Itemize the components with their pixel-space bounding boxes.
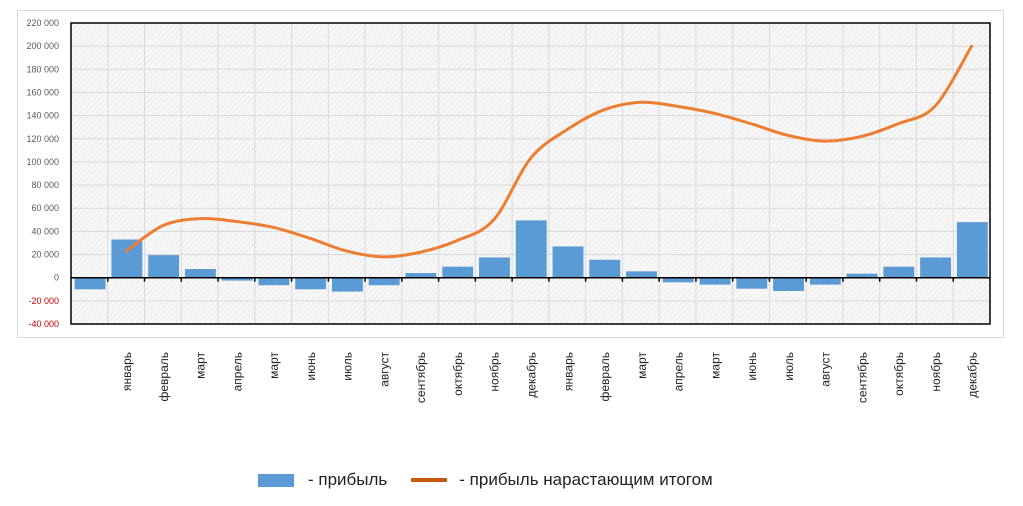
x-tick-label: декабрь	[966, 352, 980, 398]
x-tick-label: декабрь	[525, 352, 539, 398]
plot-border	[70, 22, 991, 325]
y-tick-label: 20 000	[31, 250, 59, 260]
profit-bar	[809, 277, 841, 285]
profit-bar	[258, 277, 290, 286]
y-tick-label: 220 000	[26, 18, 59, 28]
profit-bar	[515, 220, 547, 278]
y-tick-label: 160 000	[26, 87, 59, 97]
y-tick-label: 40 000	[31, 226, 59, 236]
cumulative-profit-line	[124, 44, 974, 259]
x-tick-label: апрель	[672, 352, 686, 391]
legend: - прибыль - прибыль нарастающим итогом	[258, 470, 713, 490]
y-tick-label: -40 000	[28, 319, 59, 329]
x-tick-label: январь	[561, 352, 575, 391]
x-tick-label: ноябрь	[929, 352, 943, 392]
x-tick-label: сентябрь	[855, 352, 869, 403]
x-tick-label: сентябрь	[414, 352, 428, 403]
x-tick-label: январь	[120, 352, 134, 391]
plot-area	[71, 23, 990, 324]
profit-bar	[479, 257, 510, 278]
profit-bar	[368, 277, 400, 286]
profit-bar	[956, 222, 988, 278]
x-tick-label: апрель	[230, 352, 244, 391]
line-swatch-icon	[411, 478, 448, 482]
x-tick-label: март	[708, 352, 722, 379]
profit-bar	[295, 277, 327, 290]
profit-bar	[736, 277, 768, 289]
y-tick-label: 200 000	[26, 41, 59, 51]
profit-bar	[442, 266, 474, 278]
profit-bars	[74, 220, 988, 292]
y-tick-label: 120 000	[26, 134, 59, 144]
profit-bar	[74, 277, 106, 290]
bar-swatch-icon	[258, 473, 294, 487]
legend-label-cumulative: - прибыль нарастающим итогом	[459, 470, 713, 489]
x-axis-labels: январь февраль март апрель март июнь июль авгус…	[120, 352, 979, 404]
combo-chart: 220 000 200 000 180 000 160 000 140 000 120 0…	[26, 18, 991, 404]
profit-bar	[589, 259, 621, 278]
cumulative-line	[124, 44, 974, 259]
y-tick-label: 100 000	[26, 157, 59, 167]
profit-bar	[920, 257, 952, 278]
x-tick-label: июль	[341, 352, 355, 381]
profit-bar	[111, 239, 143, 278]
x-tick-label: февраль	[598, 352, 612, 402]
x-tick-label: март	[194, 352, 208, 379]
profit-bar	[331, 277, 363, 292]
profit-bar	[221, 277, 253, 281]
y-axis: 220 000 200 000 180 000 160 000 140 000 120 0…	[26, 18, 59, 329]
x-tick-label: октябрь	[451, 352, 465, 396]
x-axis	[71, 276, 990, 282]
x-tick-label: июнь	[304, 352, 318, 381]
profit-bar	[148, 255, 180, 278]
x-tick-label: март	[267, 352, 281, 379]
x-tick-label: март	[635, 352, 649, 379]
y-tick-label: 80 000	[31, 180, 59, 190]
y-tick-label: -20 000	[28, 296, 59, 306]
x-tick-label: август	[819, 352, 833, 387]
y-tick-label: 180 000	[26, 64, 59, 74]
x-tick-label: август	[377, 352, 391, 387]
x-tick-label: февраль	[157, 352, 171, 402]
profit-bar	[184, 269, 216, 278]
x-tick-label: октябрь	[892, 352, 906, 396]
profit-bar	[773, 277, 804, 292]
profit-bar	[846, 273, 878, 278]
profit-bar	[883, 266, 915, 278]
x-tick-label: ноябрь	[488, 352, 502, 392]
y-tick-label: 0	[54, 273, 59, 283]
profit-bar	[699, 277, 731, 285]
legend-item-cumulative: - прибыль нарастающим итогом	[387, 470, 713, 490]
profit-bar	[626, 271, 657, 278]
legend-item-profit: - прибыль	[258, 470, 387, 490]
profit-bar	[405, 273, 437, 278]
y-tick-label: 60 000	[31, 203, 59, 213]
x-tick-label: июнь	[745, 352, 759, 381]
x-tick-label: июль	[782, 352, 796, 381]
profit-bar	[552, 246, 584, 278]
legend-label-profit: - прибыль	[308, 470, 388, 489]
profit-bar	[662, 277, 694, 283]
y-tick-label: 140 000	[26, 111, 59, 121]
